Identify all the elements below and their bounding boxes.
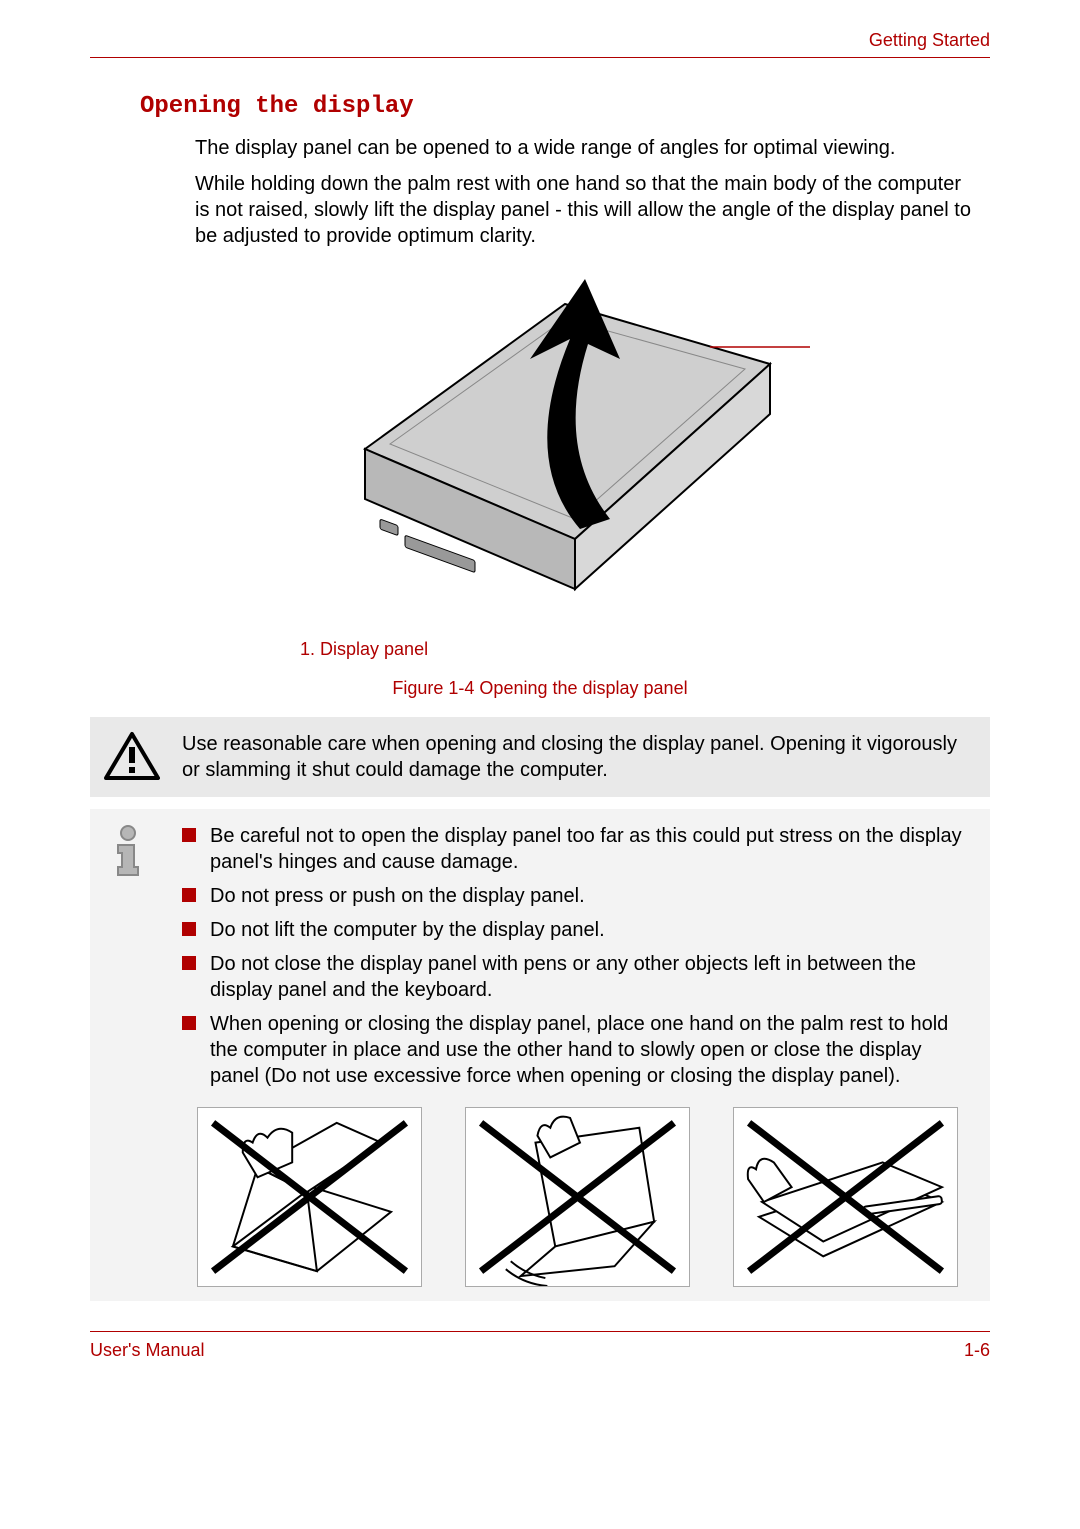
body-paragraph-2: While holding down the palm rest with on… — [195, 171, 980, 249]
warning-icon — [104, 731, 164, 783]
info-bullet-item: Be careful not to open the display panel… — [182, 823, 972, 875]
figure-legend: 1. Display panel — [300, 639, 990, 660]
figure-caption: Figure 1-4 Opening the display panel — [90, 678, 990, 699]
prohibit-pen-illustration — [733, 1107, 958, 1287]
prohibit-illustrations — [182, 1107, 972, 1287]
page: Getting Started Opening the display The … — [0, 0, 1080, 1401]
header-section-label: Getting Started — [869, 30, 990, 50]
warning-callout: Use reasonable care when opening and clo… — [90, 717, 990, 797]
laptop-illustration — [270, 269, 810, 609]
info-bullet-item: When opening or closing the display pane… — [182, 1011, 972, 1089]
info-callout: Be careful not to open the display panel… — [90, 809, 990, 1301]
info-bullet-item: Do not press or push on the display pane… — [182, 883, 972, 909]
info-bullet-list: Be careful not to open the display panel… — [182, 823, 972, 1089]
page-footer: User's Manual 1-6 — [90, 1331, 990, 1361]
footer-left: User's Manual — [90, 1340, 204, 1361]
footer-right: 1-6 — [964, 1340, 990, 1361]
warning-text: Use reasonable care when opening and clo… — [182, 731, 972, 783]
info-icon — [104, 823, 164, 1287]
figure-opening-display — [90, 269, 990, 629]
body-paragraph-1: The display panel can be opened to a wid… — [195, 135, 980, 161]
info-bullet-item: Do not lift the computer by the display … — [182, 917, 972, 943]
section-title: Opening the display — [140, 93, 990, 120]
info-bullet-item: Do not close the display panel with pens… — [182, 951, 972, 1003]
prohibit-lift-illustration — [465, 1107, 690, 1287]
page-header: Getting Started — [90, 30, 990, 58]
prohibit-push-illustration — [197, 1107, 422, 1287]
